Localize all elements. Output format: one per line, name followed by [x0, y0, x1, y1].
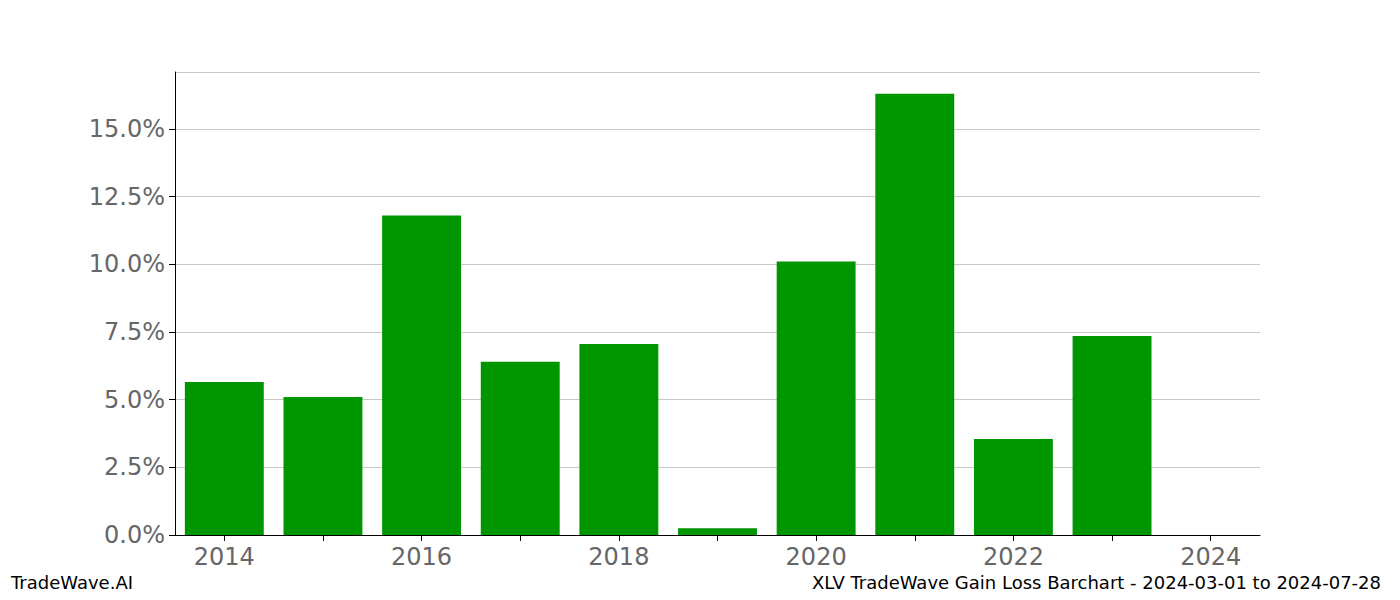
svg-text:10.0%: 10.0% [89, 250, 165, 278]
svg-text:5.0%: 5.0% [104, 386, 165, 414]
svg-text:15.0%: 15.0% [89, 115, 165, 143]
svg-text:2020: 2020 [786, 543, 847, 571]
svg-text:2016: 2016 [391, 543, 452, 571]
svg-text:7.5%: 7.5% [104, 318, 165, 346]
svg-text:TradeWave.AI: TradeWave.AI [10, 572, 133, 593]
svg-text:2014: 2014 [194, 543, 255, 571]
svg-text:12.5%: 12.5% [89, 183, 165, 211]
svg-text:2018: 2018 [588, 543, 649, 571]
svg-text:2022: 2022 [983, 543, 1044, 571]
svg-text:0.0%: 0.0% [104, 521, 165, 549]
svg-text:2.5%: 2.5% [104, 453, 165, 481]
svg-text:2024: 2024 [1180, 543, 1241, 571]
svg-text:XLV TradeWave Gain Loss Barcha: XLV TradeWave Gain Loss Barchart - 2024-… [812, 572, 1381, 593]
